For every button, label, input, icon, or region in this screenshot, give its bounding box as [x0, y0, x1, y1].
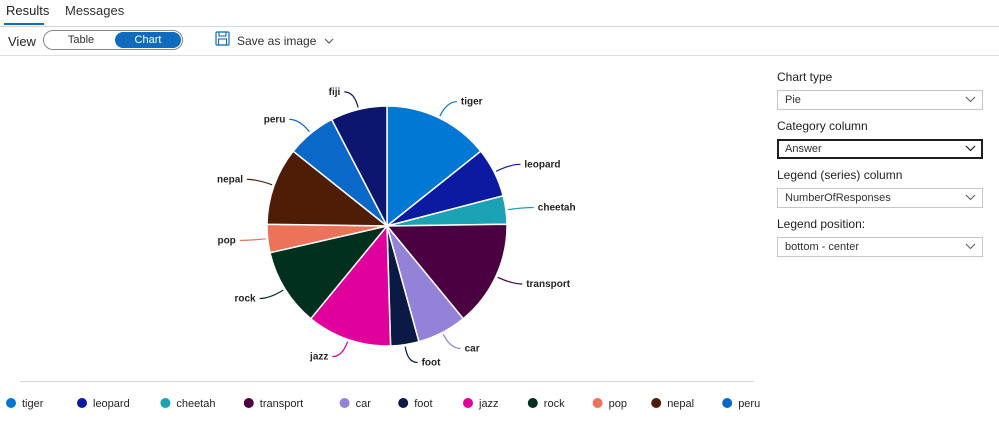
leader-line-transport [497, 276, 523, 285]
legend-series-select[interactable]: NumberOfResponses [777, 188, 983, 208]
legend-marker-transport [243, 398, 254, 408]
leader-line-peru [289, 118, 310, 133]
tab-results[interactable]: Results [6, 3, 50, 18]
leader-line-pop [239, 238, 266, 241]
chevron-down-icon [965, 194, 976, 201]
pie-slice-jazz[interactable] [309, 223, 392, 347]
slice-label-cheetah: cheetah [538, 203, 576, 214]
legend-label-car: car [356, 398, 372, 410]
save-as-image-button[interactable]: Save as image [215, 31, 334, 51]
chevron-down-icon [965, 145, 976, 152]
pie-slice-nepal[interactable] [266, 150, 390, 227]
legend-label-tiger: tiger [22, 398, 44, 410]
legend-series-label: Legend (series) column [777, 168, 903, 182]
chart-type-label: Chart type [777, 70, 833, 84]
legend-position-select[interactable]: bottom - center [777, 237, 983, 257]
legend-item-peru[interactable]: peru [722, 398, 760, 410]
chevron-down-icon [965, 96, 976, 103]
legend-marker-peru [722, 398, 733, 408]
legend-label-jazz: jazz [478, 398, 499, 410]
view-toggle: Table Chart [43, 30, 183, 50]
legend-label-nepal: nepal [667, 398, 694, 410]
pie-slice-tiger[interactable] [386, 105, 482, 228]
legend-item-leopard[interactable]: leopard [77, 398, 130, 410]
category-column-value: Answer [785, 143, 822, 155]
slice-label-leopard: leopard [524, 159, 560, 170]
legend-marker-rock [527, 398, 538, 408]
slice-label-nepal: nepal [217, 174, 243, 185]
legend-item-cheetah[interactable]: cheetah [160, 398, 216, 410]
pie-chart: tiger leopard cheetah transport car foot jazz r… [6, 87, 813, 410]
pie-slice-transport[interactable] [385, 223, 508, 320]
chart-area: tiger leopard cheetah transport car foot jazz r… [0, 56, 813, 424]
legend-label-transport: transport [260, 398, 303, 410]
category-column-select[interactable]: Answer [777, 139, 983, 159]
pie-slice-fiji[interactable] [330, 105, 388, 227]
leader-line-tiger [439, 101, 457, 117]
legend-position-label: Legend position: [777, 217, 866, 231]
slice-label-peru: peru [264, 114, 286, 125]
slice-label-fiji: fiji [329, 87, 341, 98]
legend-position-value: bottom - center [785, 241, 859, 253]
chevron-down-icon [965, 243, 976, 250]
leader-line-car [442, 334, 461, 350]
leader-line-cheetah [507, 206, 534, 211]
leader-line-foot [404, 346, 418, 364]
legend-label-pop: pop [609, 398, 627, 410]
legend-label-peru: peru [738, 398, 760, 410]
legend-marker-nepal [651, 398, 662, 408]
legend-item-car[interactable]: car [339, 398, 372, 410]
slice-label-tiger: tiger [461, 97, 483, 108]
tab-messages[interactable]: Messages [65, 3, 125, 18]
legend-item-tiger[interactable]: tiger [6, 398, 44, 410]
legend-marker-foot [398, 398, 409, 408]
legend-marker-car [339, 398, 350, 408]
view-chart-button[interactable]: Chart [115, 32, 181, 48]
legend-marker-cheetah [160, 398, 171, 408]
view-toolbar: View Table Chart Save as image [0, 27, 999, 56]
legend-marker-tiger [6, 398, 16, 408]
legend-marker-leopard [77, 398, 87, 408]
slice-label-car: car [465, 344, 480, 355]
chart-type-value: Pie [785, 94, 801, 106]
active-tab-indicator [4, 23, 44, 25]
chevron-down-icon [324, 32, 334, 50]
leader-line-rock [259, 289, 284, 300]
save-icon [215, 31, 230, 51]
legend-label-leopard: leopard [93, 398, 130, 410]
legend-item-jazz[interactable]: jazz [463, 398, 499, 410]
pie-slice-rock[interactable] [269, 224, 389, 320]
slice-label-jazz: jazz [309, 352, 328, 363]
slice-label-transport: transport [526, 279, 571, 290]
legend-label-foot: foot [414, 398, 432, 410]
slice-label-foot: foot [422, 358, 442, 369]
legend-label-rock: rock [544, 398, 565, 410]
category-column-label: Category column [777, 119, 868, 133]
leader-line-leopard [495, 163, 521, 172]
legend-series-group: Legend (series) column NumberOfResponses [777, 168, 983, 208]
legend-marker-pop [592, 398, 603, 408]
view-table-button[interactable]: Table [67, 34, 95, 46]
legend-divider [20, 381, 754, 382]
leader-line-nepal [247, 178, 273, 186]
legend-position-group: Legend position: bottom - center [777, 217, 983, 257]
leader-line-fiji [344, 91, 359, 108]
chart-type-select[interactable]: Pie [777, 90, 983, 110]
legend-item-nepal[interactable]: nepal [651, 398, 694, 410]
legend-marker-jazz [463, 398, 473, 408]
legend-item-rock[interactable]: rock [527, 398, 565, 410]
save-as-image-label: Save as image [237, 34, 317, 48]
legend-item-foot[interactable]: foot [398, 398, 433, 410]
legend-item-transport[interactable]: transport [243, 398, 303, 410]
result-tabs: Results Messages [0, 0, 999, 27]
chart-type-group: Chart type Pie [777, 70, 983, 110]
legend-item-pop[interactable]: pop [592, 398, 627, 410]
category-column-group: Category column Answer [777, 119, 983, 159]
leader-line-jazz [332, 341, 349, 358]
legend-series-value: NumberOfResponses [785, 192, 891, 204]
slice-label-rock: rock [234, 294, 256, 305]
view-label: View [8, 34, 36, 49]
slice-label-pop: pop [217, 235, 235, 246]
legend-label-cheetah: cheetah [176, 398, 215, 410]
